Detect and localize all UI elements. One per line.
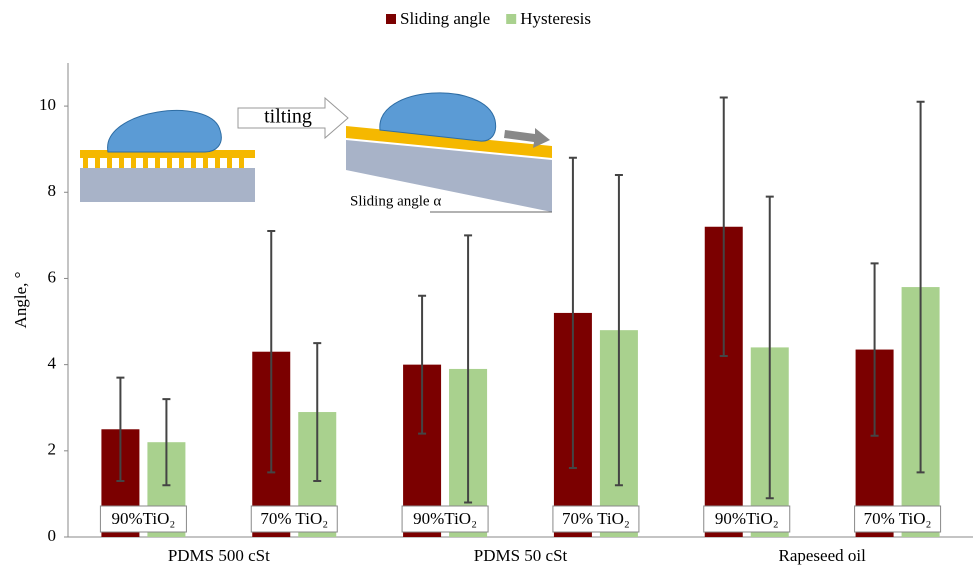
droplet: [108, 110, 222, 152]
y-tick-label: 2: [48, 440, 57, 459]
category-label: 90%TiO₂: [715, 509, 779, 528]
annotation: tilting: [264, 106, 312, 128]
y-tick-label: 6: [48, 267, 57, 286]
category-label: 70% TiO₂: [562, 509, 630, 528]
chart: tilting Sliding angle α Angle, ° 0 2 4 6 8 10 9…: [0, 0, 973, 571]
category-label: 90%TiO₂: [111, 509, 175, 528]
group-label: PDMS 500 cSt: [168, 546, 270, 565]
substrate: [80, 168, 255, 202]
legend-label: Hysteresis: [520, 9, 591, 28]
category-label: 70% TiO₂: [260, 509, 328, 528]
category-label: 90%TiO₂: [413, 509, 477, 528]
category-label: 70% TiO₂: [864, 509, 932, 528]
y-tick-label: 0: [48, 526, 57, 545]
y-tick-label: 10: [39, 95, 56, 114]
legend-label: Sliding angle: [400, 9, 490, 28]
group-label: PDMS 50 cSt: [474, 546, 568, 565]
y-tick-label: 4: [48, 354, 57, 373]
group-label: Rapeseed oil: [778, 546, 866, 565]
y-tick-label: 8: [48, 181, 57, 200]
legend-swatch: [506, 14, 516, 24]
inset-diagram: tilting Sliding angle α: [80, 93, 552, 212]
y-axis-label: Angle, °: [11, 272, 30, 329]
annotation: Sliding angle α: [350, 193, 441, 209]
legend-swatch: [386, 14, 396, 24]
pillars: [83, 158, 244, 168]
